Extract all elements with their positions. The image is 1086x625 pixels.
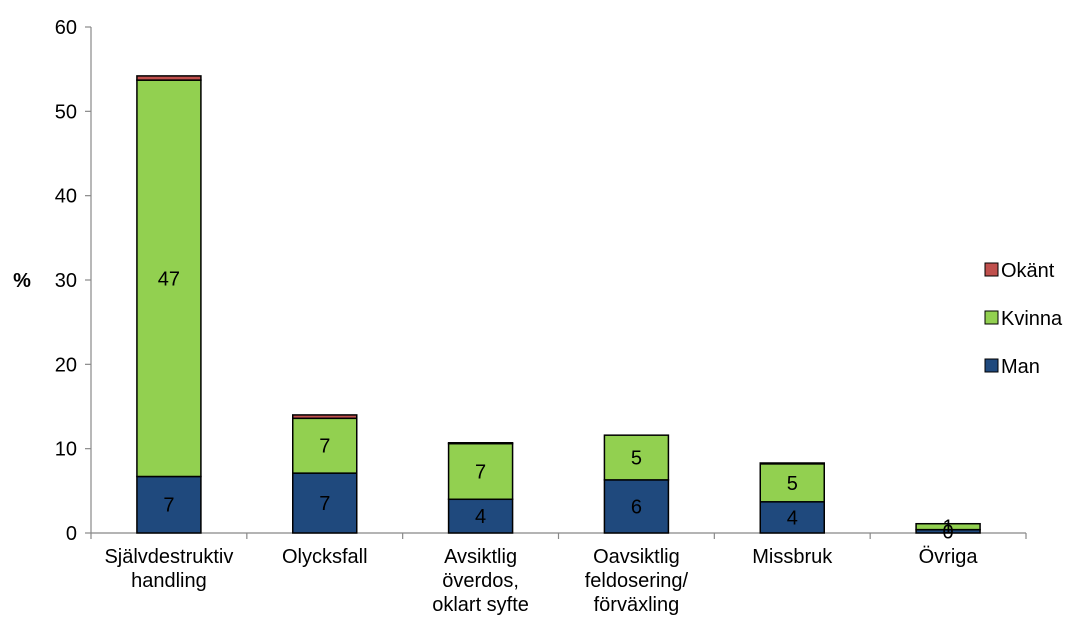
y-tick-label: 10 bbox=[55, 439, 77, 461]
y-tick-label: 20 bbox=[55, 354, 77, 376]
bars bbox=[136, 75, 981, 534]
bar-segment-kvinna bbox=[915, 522, 981, 531]
bar-segment-man bbox=[292, 472, 358, 534]
x-category-label-line: oklart syfte bbox=[432, 594, 529, 616]
x-category-label: Olycksfall bbox=[282, 546, 368, 568]
bar-segment-man bbox=[136, 475, 202, 534]
bar-segment-okänt bbox=[759, 462, 825, 465]
data-label-kvinna: 1 bbox=[943, 517, 954, 539]
bar-segment-okänt bbox=[136, 75, 202, 81]
x-category-label-line: feldosering/ bbox=[585, 570, 689, 592]
legend-swatch-man bbox=[984, 358, 999, 373]
data-label-man: 4 bbox=[475, 506, 486, 528]
legend-swatch-kvinna bbox=[984, 310, 999, 325]
bar-segment-okänt bbox=[292, 414, 358, 420]
bar-segment-man bbox=[447, 498, 514, 534]
data-label-man: 0 bbox=[943, 521, 954, 543]
x-category-label-line: Självdestruktiv bbox=[104, 546, 233, 568]
data-label-kvinna: 5 bbox=[787, 473, 798, 495]
x-category-label: Oavsiktlig feldosering/förväxling bbox=[585, 546, 689, 616]
x-category-label: Självdestruktiv handling bbox=[104, 546, 233, 592]
x-category-label-line: Oavsiktlig bbox=[593, 546, 680, 568]
x-category-label: Missbruk bbox=[752, 546, 833, 568]
y-tick-label: 0 bbox=[66, 523, 77, 545]
data-label-kvinna: 7 bbox=[475, 461, 486, 483]
legend-label-kvinna: Kvinna bbox=[1001, 308, 1063, 330]
data-label-man: 7 bbox=[163, 495, 174, 517]
bar-segment-kvinna bbox=[292, 417, 358, 474]
y-tick-label: 30 bbox=[55, 270, 77, 292]
x-category-label-line: förväxling bbox=[594, 594, 680, 616]
y-axis-label: % bbox=[13, 270, 31, 292]
x-category-label-line: Olycksfall bbox=[282, 546, 368, 568]
x-category-label-line: handling bbox=[131, 570, 207, 592]
legend-swatch-okänt bbox=[984, 262, 999, 277]
data-label-man: 6 bbox=[631, 496, 642, 518]
bar-segment-kvinna bbox=[603, 434, 670, 481]
x-category-label-line: överdos, bbox=[442, 570, 519, 592]
data-label-man: 4 bbox=[787, 507, 798, 529]
x-category-label-line: Missbruk bbox=[752, 546, 833, 568]
y-tick-label: 50 bbox=[55, 101, 77, 123]
bar-segment-kvinna bbox=[136, 79, 202, 478]
x-category-label-line: Avsiktlig bbox=[444, 546, 517, 568]
bar-segment-man bbox=[759, 501, 825, 534]
y-tick-label: 60 bbox=[55, 17, 77, 39]
legend-label-man: Man bbox=[1001, 356, 1040, 378]
data-label-kvinna: 7 bbox=[319, 436, 330, 458]
data-label-kvinna: 5 bbox=[631, 448, 642, 470]
x-category-label-line: Övriga bbox=[919, 546, 979, 568]
data-label-kvinna: 47 bbox=[158, 268, 180, 290]
y-tick-label: 40 bbox=[55, 186, 77, 208]
x-category-label: Avsiktlig överdos, oklart syfte bbox=[432, 546, 529, 616]
data-label-man: 7 bbox=[319, 493, 330, 515]
legend-label-okänt: Okänt bbox=[1001, 260, 1055, 282]
bar-segment-okänt bbox=[447, 442, 514, 445]
x-category-label: Övriga bbox=[919, 546, 979, 568]
legend: Okänt Kvinna Man bbox=[984, 260, 1063, 378]
